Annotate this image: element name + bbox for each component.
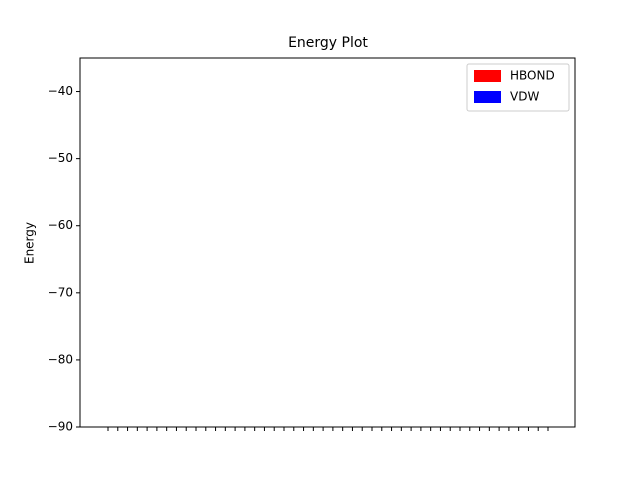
y-tick-label: −80 bbox=[48, 352, 73, 366]
legend-label: HBOND bbox=[510, 69, 555, 83]
legend-label: VDW bbox=[510, 90, 539, 104]
y-tick-label: −70 bbox=[48, 285, 73, 299]
y-tick-label: −60 bbox=[48, 218, 73, 232]
y-tick-label: −90 bbox=[48, 420, 73, 434]
y-axis-label: Energy bbox=[23, 222, 37, 264]
y-tick-label: −50 bbox=[48, 151, 73, 165]
chart-title: Energy Plot bbox=[288, 35, 368, 51]
legend-swatch bbox=[474, 91, 501, 103]
plot-frame bbox=[79, 57, 576, 428]
legend-swatch bbox=[474, 70, 501, 82]
y-tick-label: −40 bbox=[48, 84, 73, 98]
